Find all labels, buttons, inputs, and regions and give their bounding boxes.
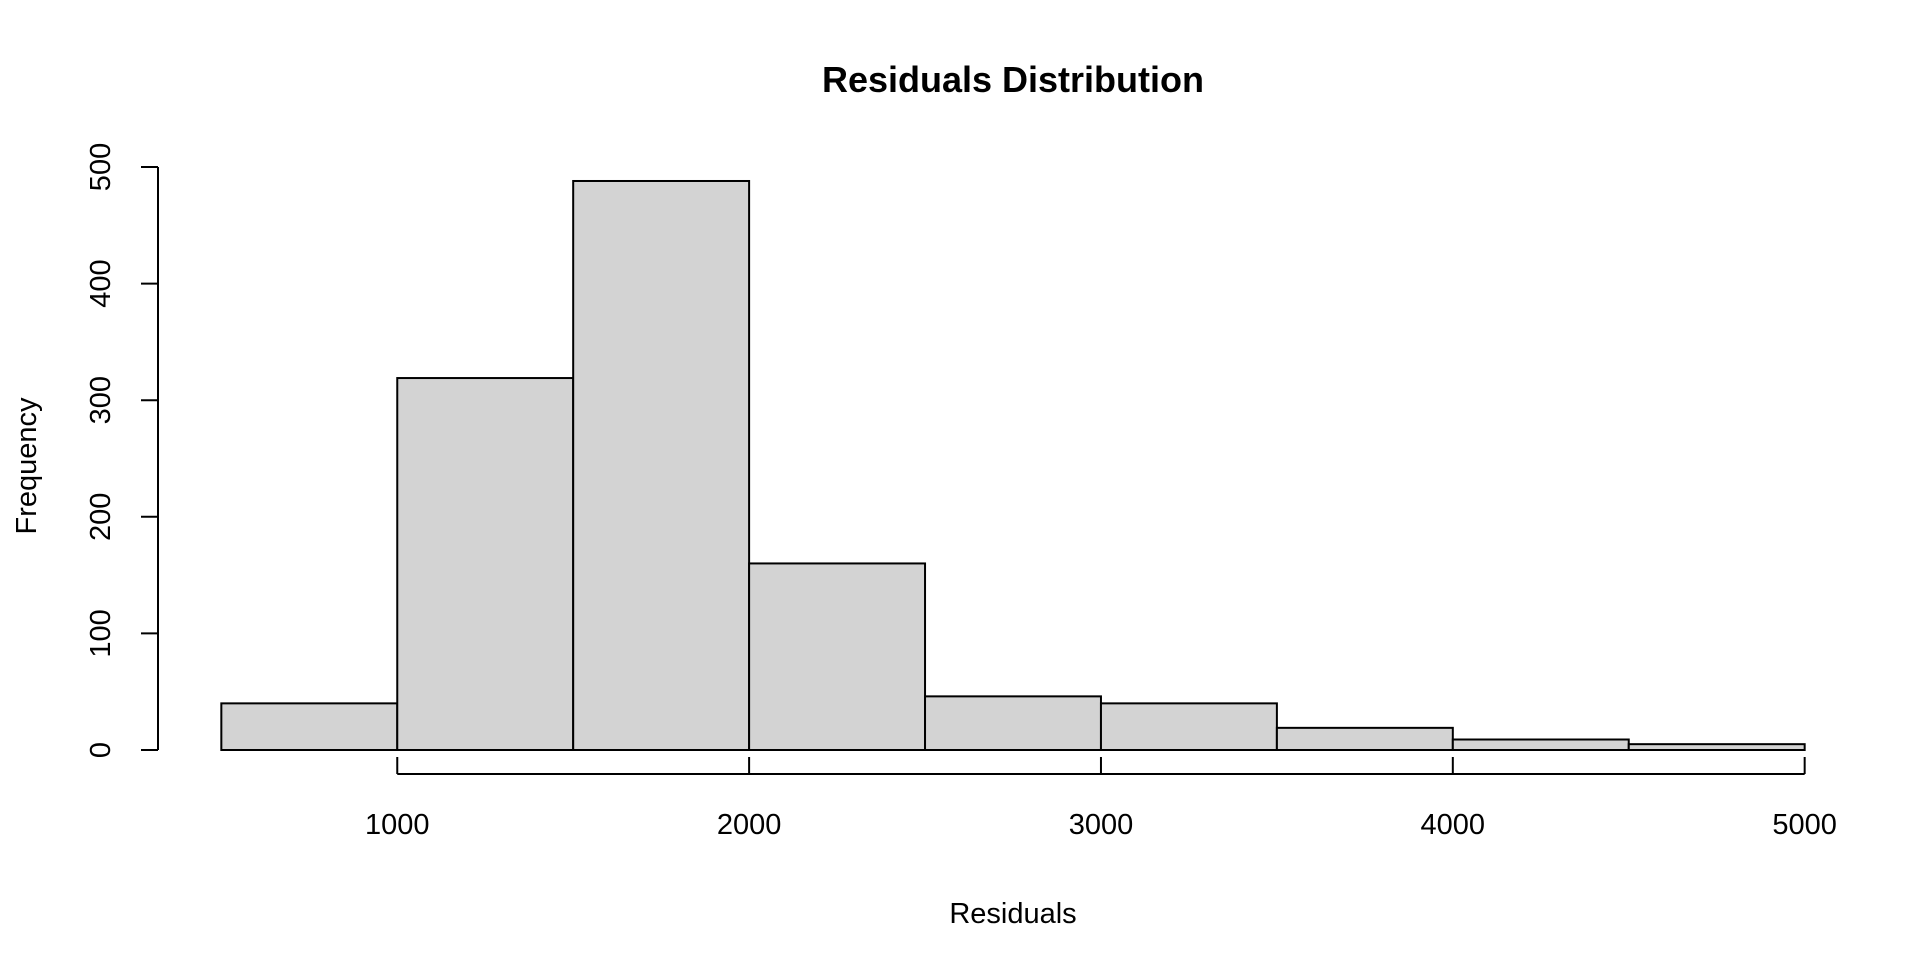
x-tick-label: 2000 [717,809,782,841]
histogram-bar-7 [1275,726,1454,752]
histogram-bar-6 [1099,702,1278,751]
y-tick-label: 100 [85,609,117,657]
y-tick-label: 500 [85,143,117,191]
x-tick-label: 1000 [365,809,430,841]
histogram-bar-3 [572,179,751,751]
y-tick-label: 400 [85,259,117,307]
x-tick-label: 3000 [1069,809,1134,841]
histogram-bar-4 [748,562,927,751]
histogram-bar-5 [924,695,1102,752]
bars-group [220,179,1806,752]
x-tick-label: 4000 [1421,809,1486,841]
y-axis-label: Frequency [11,397,43,535]
histogram-bar-9 [1627,743,1806,751]
y-axis: 0 100 200 300 400 500 [85,143,159,758]
y-tick-label: 200 [85,493,117,541]
histogram-bar-1 [220,702,399,751]
histogram-bar-8 [1451,738,1630,751]
x-axis: 1000 2000 3000 4000 5000 [365,757,1837,841]
y-tick-label: 300 [85,376,117,424]
y-tick-label: 0 [85,742,117,758]
histogram-bar-2 [396,377,575,751]
x-tick-label: 5000 [1772,809,1837,841]
chart-title: Residuals Distribution [822,59,1204,100]
x-axis-label: Residuals [949,898,1076,930]
